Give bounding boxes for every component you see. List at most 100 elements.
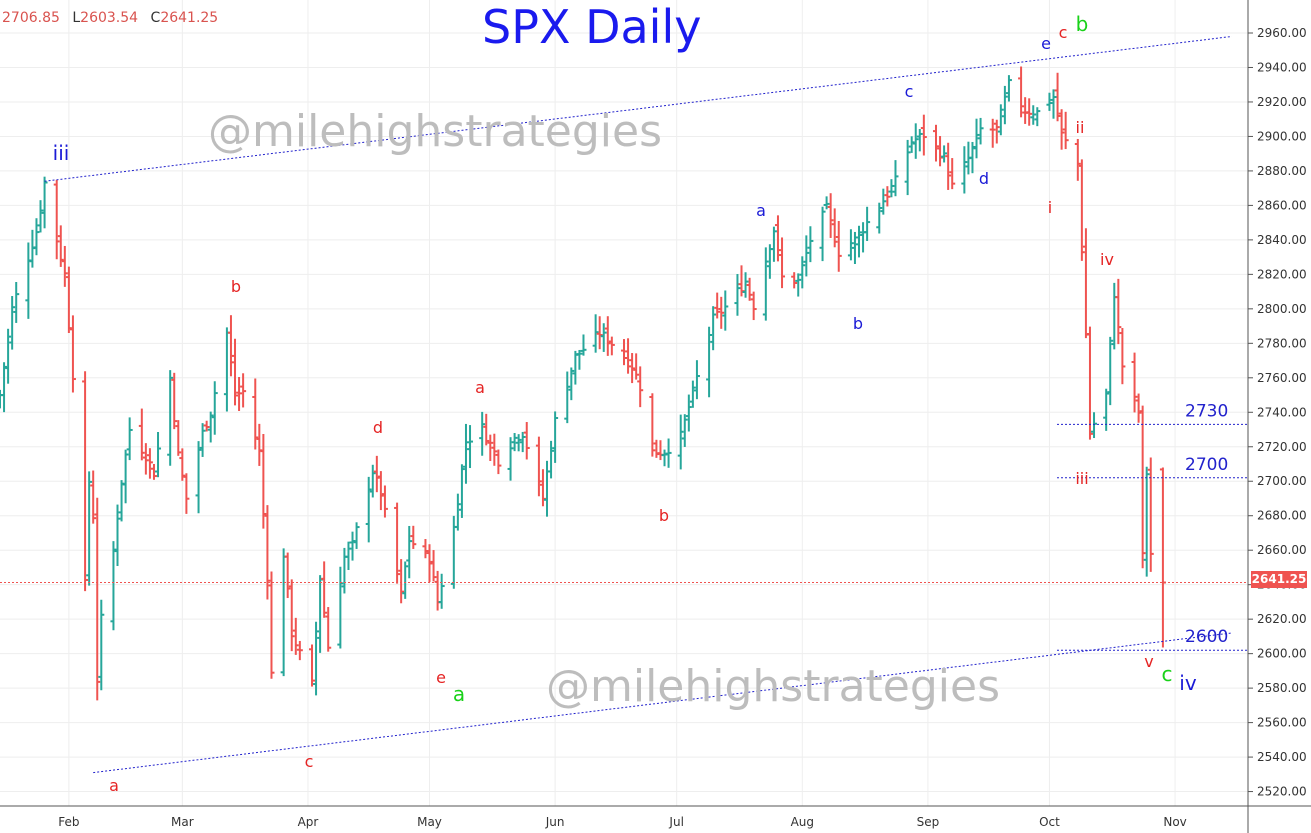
ohlc-bar [288, 579, 295, 652]
ohlc-bar [908, 136, 915, 153]
ohlc-bar [604, 316, 611, 356]
ohlc-bar [126, 417, 133, 461]
ohlc-bar [227, 315, 234, 377]
ohlc-bar [625, 338, 632, 374]
ohlc-bar [535, 436, 542, 497]
ohlc-bar [479, 411, 486, 456]
ohlc-bar [65, 266, 72, 333]
wave-label: iv [1100, 250, 1114, 269]
ohlc-bar [657, 440, 664, 461]
ohlc-bar [888, 179, 895, 198]
ohlc-bar [600, 323, 607, 352]
ohlc-bar [1, 362, 8, 413]
ohlc-bar [337, 566, 344, 649]
chart-title: SPX Daily [482, 0, 702, 54]
x-tick-label: May [417, 815, 442, 829]
y-tick-label: 2720.00 [1257, 440, 1307, 454]
ohlc-bar [240, 373, 247, 408]
ohlc-bar [544, 460, 551, 517]
ohlc-bar [317, 575, 324, 653]
ohlc-bar [292, 617, 299, 655]
ohlc-bar [155, 431, 162, 478]
level-label: 2600 [1185, 627, 1228, 647]
ohlc-bar [467, 425, 474, 469]
wave-label: e [1041, 34, 1051, 53]
y-tick-label: 2800.00 [1257, 302, 1307, 316]
ohlc-bar [138, 408, 145, 461]
x-tick-label: Oct [1039, 815, 1060, 829]
wave-label: c [305, 752, 314, 771]
ohlc-bar [916, 128, 923, 152]
ohlc-bar [1034, 107, 1041, 127]
ohlc-bar [373, 455, 380, 493]
ohlc-bar [309, 644, 315, 687]
y-tick-label: 2920.00 [1257, 95, 1307, 109]
y-tick-label: 2580.00 [1257, 681, 1307, 695]
ohlc-bar [114, 504, 121, 566]
ohlc-bar [25, 242, 32, 319]
ohlc-bar [90, 470, 97, 524]
ohlc-bar [515, 434, 522, 452]
ohlc-bar [483, 413, 490, 446]
ohlc-bar [223, 327, 230, 412]
ohlc-bar [592, 314, 599, 353]
y-tick-label: 2680.00 [1257, 509, 1307, 523]
ohlc-bar [341, 547, 348, 594]
ohlc-bar [29, 229, 36, 268]
ohlc-bar [774, 215, 781, 262]
ohlc-bar [892, 160, 899, 197]
ohlc-bar [41, 176, 48, 229]
ohlc-bar [864, 206, 871, 241]
ohlc-bar [381, 485, 388, 518]
ohlc-bar [961, 146, 968, 194]
ohlc-bar [937, 136, 944, 167]
ohlc-bar [280, 548, 287, 677]
ohlc-low-label: L [72, 10, 81, 26]
y-tick-label: 2820.00 [1257, 267, 1307, 281]
wave-label: b [231, 277, 241, 296]
ohlc-bar [576, 349, 583, 370]
y-tick-label: 2560.00 [1257, 716, 1307, 730]
x-tick-label: Nov [1163, 815, 1186, 829]
ohlc-bar [252, 378, 259, 450]
wave-label: d [373, 418, 383, 437]
ohlc-bar [365, 476, 372, 543]
ohlc-bar [410, 525, 417, 549]
wave-label: a [109, 776, 119, 795]
ohlc-bar [722, 290, 729, 331]
level-label: 2700 [1185, 455, 1228, 475]
wave-label: iii [1075, 469, 1088, 488]
ohlc-bar [823, 196, 830, 210]
ohlc-bar [941, 145, 948, 163]
ohlc-bar [94, 497, 101, 701]
ohlc-bar [685, 394, 692, 432]
ohlc-bar [268, 571, 275, 679]
ohlc-bar [1115, 278, 1122, 345]
ohlc-bar [997, 104, 1004, 136]
channel-line [93, 632, 1232, 774]
ohlc-bar [406, 525, 413, 579]
ohlc-bar [1107, 336, 1114, 406]
ohlc-bar [1103, 388, 1110, 431]
ohlc-bar [629, 353, 636, 384]
last-price-tag: 2641.25 [1251, 571, 1307, 588]
y-tick-label: 2660.00 [1257, 543, 1307, 557]
ohlc-bar [1139, 405, 1146, 569]
ohlc-bar [236, 377, 243, 411]
ohlc-bar [142, 443, 149, 475]
ohlc-bar [284, 552, 291, 599]
wave-label: b [1076, 12, 1089, 36]
ohlc-bar [1111, 282, 1118, 350]
ohlc-bar [1022, 97, 1029, 124]
wave-label: iii [53, 141, 70, 165]
ohlc-bar [1062, 111, 1069, 150]
ohlc-bar [876, 202, 883, 234]
ohlc-bar [969, 141, 976, 174]
ohlc-bar [608, 336, 615, 356]
ohlc-bar [5, 328, 12, 384]
ohlc-bar [150, 464, 157, 480]
ohlc-bar [1018, 66, 1025, 118]
ohlc-bar [1074, 138, 1081, 181]
y-tick-label: 2840.00 [1257, 233, 1307, 247]
